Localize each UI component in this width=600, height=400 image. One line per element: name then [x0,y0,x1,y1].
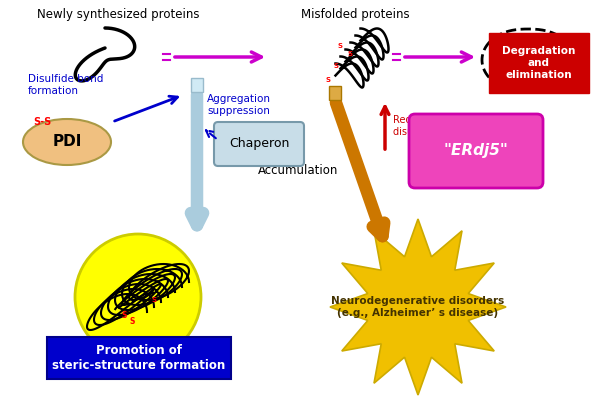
Text: Chaperon: Chaperon [229,138,289,150]
Text: Reduction of
disulfide bonds: Reduction of disulfide bonds [393,115,467,137]
Text: S: S [334,63,339,69]
Ellipse shape [23,119,111,165]
Text: S: S [152,297,157,303]
FancyBboxPatch shape [329,86,341,100]
Text: Degradation
and
elimination: Degradation and elimination [502,46,575,80]
FancyBboxPatch shape [489,33,589,93]
Text: S-S: S-S [33,117,51,127]
Text: Accumulation: Accumulation [258,164,338,176]
FancyBboxPatch shape [214,122,304,166]
Text: Neurodegenerative disorders
(e.g., Alzheimer’ s disease): Neurodegenerative disorders (e.g., Alzhe… [331,296,505,318]
Text: S: S [337,43,342,49]
Text: Misfolded proteins: Misfolded proteins [301,8,409,21]
Text: "ERdj5": "ERdj5" [443,144,508,158]
Text: S: S [326,77,331,83]
Text: S: S [347,51,352,57]
Text: Disulfide bond
formation: Disulfide bond formation [28,74,103,96]
Text: Aggregation
suppression: Aggregation suppression [207,94,271,116]
Text: PDI: PDI [52,134,82,150]
Text: S: S [130,317,136,326]
Text: S: S [122,311,127,320]
FancyBboxPatch shape [191,78,203,92]
Circle shape [75,234,201,360]
FancyBboxPatch shape [47,337,231,379]
FancyBboxPatch shape [409,114,543,188]
Polygon shape [330,219,506,395]
Text: Newly synthesized proteins: Newly synthesized proteins [37,8,199,21]
Text: Promotion of
steric-structure formation: Promotion of steric-structure formation [52,344,226,372]
